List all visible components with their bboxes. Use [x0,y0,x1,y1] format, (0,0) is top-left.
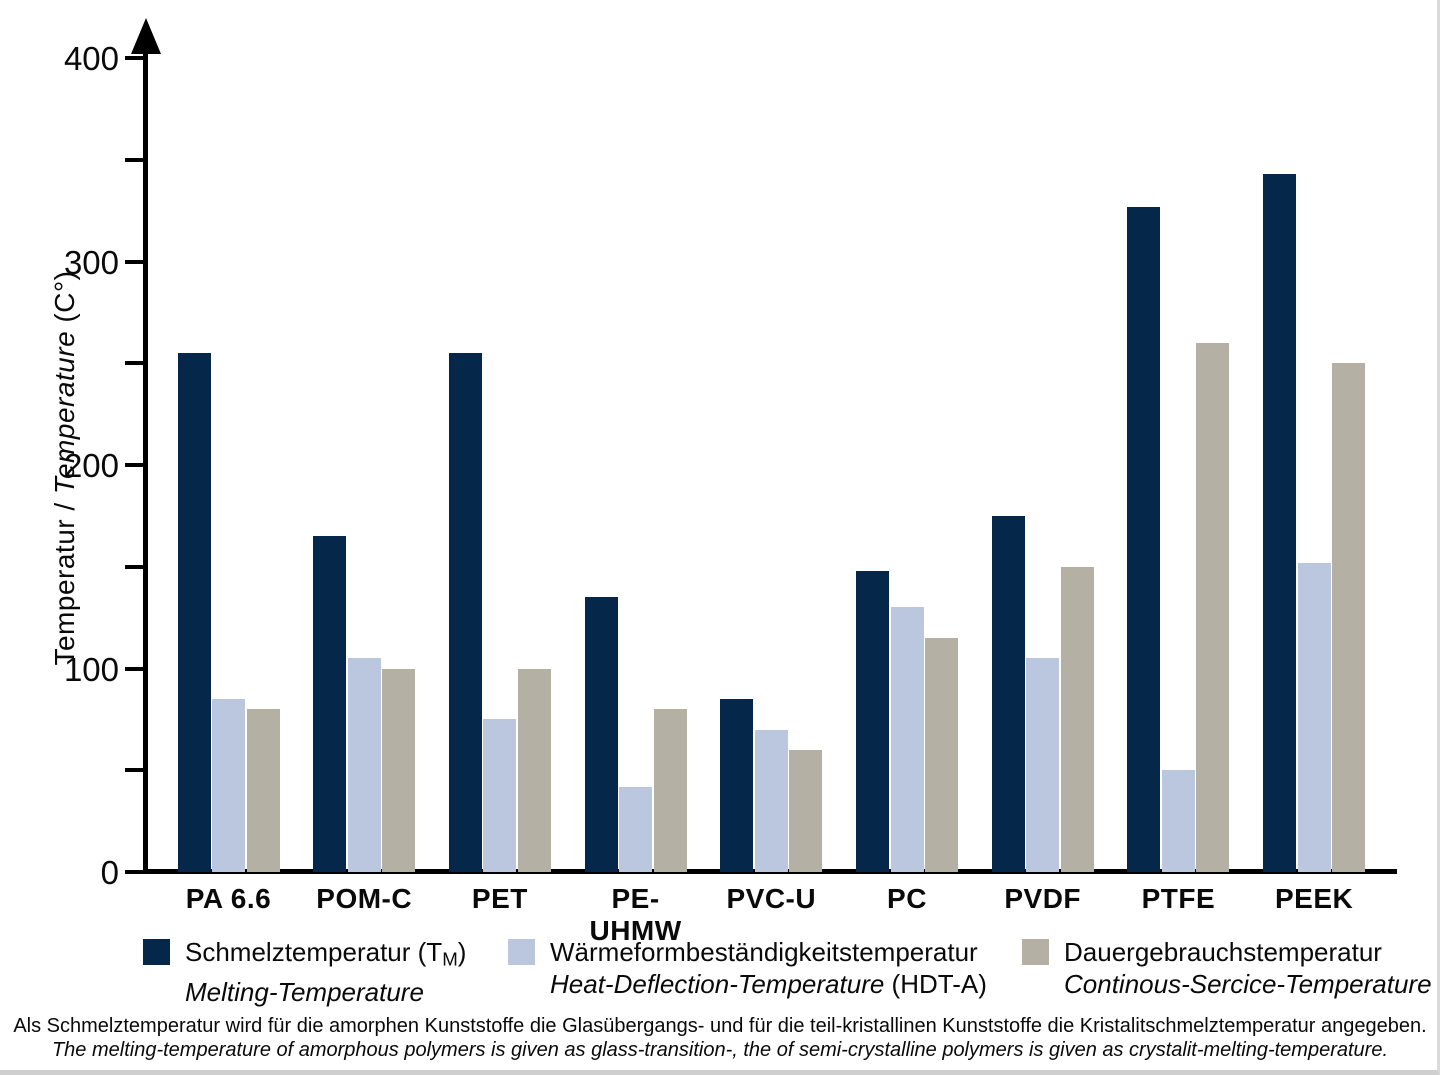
y-tick-label-200: 200 [63,447,119,484]
bar-POM-C-series-1 [347,658,381,872]
bar-POM-C-series-0 [313,536,347,872]
legend-label-de: Schmelztemperatur (TM) [185,937,467,970]
y-tick-label-100: 100 [63,650,119,688]
bar-PEEK-series-0 [1263,174,1297,872]
legend-label-en: Melting-Temperature [185,976,424,1007]
y-tick-400 [125,56,145,60]
footnote-german: Als Schmelztemperatur wird für die amorp… [13,1015,1427,1037]
bar-PET-series-0 [448,353,482,872]
bar-PA 6.6-series-2 [246,709,280,872]
legend: Schmelztemperatur (TM) Melting-Temperatu… [0,936,1440,1008]
legend-swatch-hdt [508,939,535,965]
y-tick-label-0: 0 [100,854,119,891]
category-label-POM-C: POM-C [316,883,413,914]
y-tick-200 [125,463,145,467]
legend-label-de: Wärmeformbeständigkeitstemperatur [550,937,978,967]
bar-PVC-U-series-1 [754,729,788,872]
legend-label-en: Heat-Deflection-Temperature (HDT-A) [550,969,987,999]
category-label-PVC-U: PVC-U [726,883,817,914]
bar-PC-series-1 [890,607,924,872]
bar-PVC-U-series-2 [789,749,823,872]
y-tick-50 [125,768,145,773]
legend-item-melting-temperature: Schmelztemperatur (TM) Melting-Temperatu… [143,936,466,1008]
legend-item-continuous-service-temperature: Dauergebrauchstemperatur Continous-Serci… [1022,936,1432,1000]
y-axis-line [143,46,148,872]
bar-PTFE-series-2 [1196,342,1230,872]
category-label-PTFE: PTFE [1141,883,1216,914]
legend-swatch-service [1022,939,1049,965]
bar-PVDF-series-0 [991,515,1025,872]
bar-PEEK-series-1 [1297,562,1331,872]
bar-PE-UHMW-series-2 [653,709,687,872]
category-label-PA 6.6: PA 6.6 [185,883,272,914]
y-tick-250 [125,361,145,366]
bar-PA 6.6-series-0 [177,353,211,872]
bar-PTFE-series-0 [1127,206,1161,872]
bar-PET-series-1 [483,719,517,872]
category-label-PET: PET [471,883,528,914]
bar-PC-series-2 [925,637,958,872]
y-tick-300 [125,259,145,264]
legend-label-en: Continous-Sercice-Temperature [1064,969,1432,999]
bar-PVC-U-series-0 [720,699,754,872]
y-tick-label-400: 400 [63,40,119,77]
bar-PA 6.6-series-1 [212,699,245,872]
category-label-PE-UHMW: PE-UHMW [589,883,682,946]
bar-PE-UHMW-series-1 [619,786,653,872]
bar-PET-series-2 [517,668,551,872]
bar-PEEK-series-2 [1332,363,1366,872]
legend-item-heat-deflection-temperature: Wärmeformbeständigkeitstemperatur Heat-D… [508,936,987,1000]
y-tick-label-300: 300 [63,243,119,281]
footnote: Als Schmelztemperatur wird für die amorp… [0,1014,1440,1062]
bar-PTFE-series-1 [1161,770,1195,872]
bar-PVDF-series-2 [1060,566,1094,872]
category-label-PVDF: PVDF [1004,883,1082,914]
legend-label-de: Dauergebrauchstemperatur [1064,937,1382,967]
legend-swatch-melting [143,939,170,965]
category-label-PEEK: PEEK [1274,883,1354,914]
bar-PVDF-series-1 [1026,658,1060,872]
y-tick-350 [125,157,145,162]
bar-PC-series-0 [856,570,889,872]
bar-PE-UHMW-series-0 [584,597,618,872]
bar-POM-C-series-2 [382,668,416,872]
y-tick-0 [125,870,145,874]
y-tick-100 [125,666,145,671]
y-tick-150 [125,564,145,569]
footnote-english: The melting-temperature of amorphous pol… [51,1039,1389,1061]
category-label-PC: PC [887,883,927,914]
